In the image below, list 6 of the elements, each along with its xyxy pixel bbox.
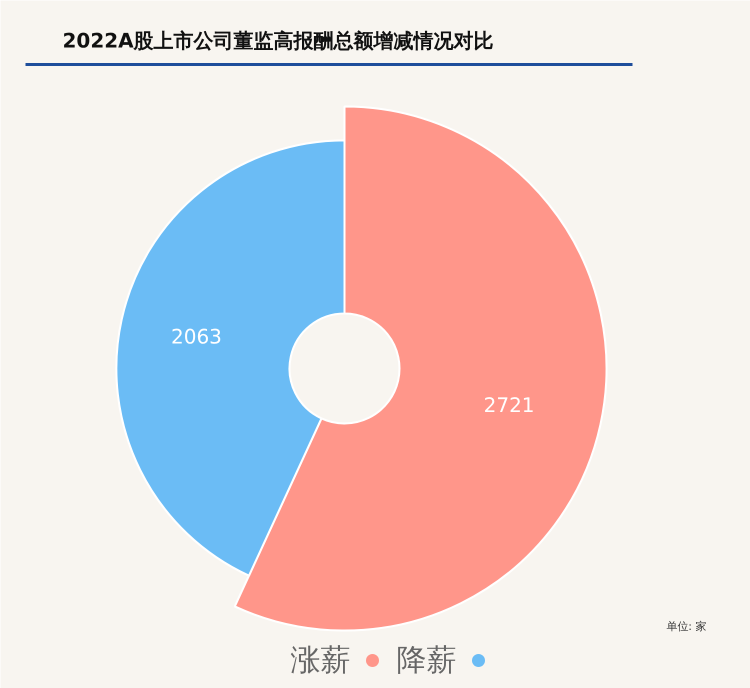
legend-label: 降薪	[396, 643, 456, 678]
chart-title: 2022A股上市公司董监高报酬总额增减情况对比	[62, 28, 494, 52]
data-label: 2063	[171, 324, 222, 349]
text: 单位: 家	[666, 620, 706, 633]
legend-label: 涨薪	[290, 643, 350, 678]
data-label: 2721	[484, 393, 535, 418]
